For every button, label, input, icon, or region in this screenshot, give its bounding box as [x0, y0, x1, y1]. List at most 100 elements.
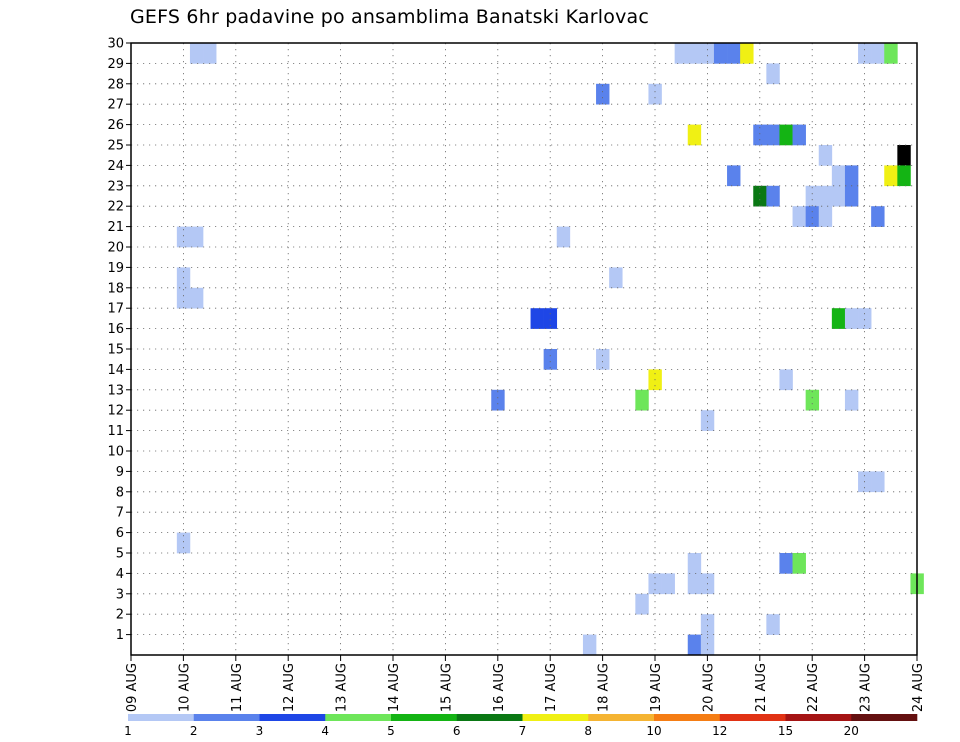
x-tick-label: 18 AUG — [597, 663, 612, 712]
heatmap-cell — [556, 226, 571, 248]
y-tick-label: 21 — [107, 220, 124, 235]
y-tick-label: 2 — [116, 608, 124, 623]
x-tick-label: 11 AUG — [230, 663, 245, 712]
heatmap-cell — [687, 124, 702, 146]
grid-layer — [131, 43, 917, 655]
heatmap-cell — [779, 369, 793, 391]
heatmap-cell — [700, 43, 715, 64]
legend-label: 2 — [190, 724, 198, 738]
legend-swatch — [588, 714, 655, 721]
legend-swatch — [719, 714, 786, 721]
heatmap-cell — [779, 553, 793, 574]
heatmap-cell — [871, 43, 885, 64]
x-tick-labels: 09 AUG 10 AUG 11 AUG 12 AUG 13 AUG 14 AUG 15 A… — [125, 655, 926, 712]
legend-swatch — [851, 714, 918, 721]
heatmap-cell — [884, 165, 898, 187]
heatmap-cell — [713, 43, 728, 64]
heatmap-cell — [897, 145, 911, 166]
heatmap-cell — [609, 267, 623, 289]
heatmap-cell — [635, 389, 649, 411]
legend-label: 8 — [584, 724, 592, 738]
y-tick-label: 27 — [107, 98, 124, 113]
y-tick-label: 13 — [107, 383, 124, 398]
y-tick-label: 9 — [116, 465, 124, 480]
x-tick-label: 21 AUG — [754, 663, 769, 712]
heatmap-cell — [766, 124, 780, 146]
y-tick-label: 11 — [107, 424, 124, 439]
heatmap-cell — [831, 165, 846, 187]
x-tick-label: 23 AUG — [859, 663, 874, 712]
y-tick-label: 5 — [116, 547, 124, 562]
heatmap-cell — [753, 124, 767, 146]
x-tick-label: 14 AUG — [387, 663, 402, 712]
heatmap-cell — [897, 165, 911, 187]
heatmap-cell — [203, 43, 217, 64]
heatmap-cell — [543, 308, 558, 329]
heatmap-cell — [818, 145, 833, 166]
x-tick-label: 17 AUG — [544, 663, 559, 712]
heatmap-cell — [844, 165, 859, 187]
heatmap-cell — [596, 83, 610, 105]
heatmap-cell — [530, 308, 544, 329]
legend-swatch — [325, 714, 392, 721]
heatmap-cell — [687, 634, 702, 656]
y-tick-label: 28 — [107, 77, 124, 92]
heatmap-cell — [189, 287, 204, 309]
y-tick-label: 19 — [107, 261, 124, 276]
y-tick-label: 3 — [116, 587, 124, 602]
y-tick-label: 24 — [107, 159, 124, 174]
heatmap-cell — [818, 185, 833, 207]
heatmap-cell — [674, 43, 689, 64]
heatmap-cell — [176, 532, 191, 554]
x-tick-label: 19 AUG — [649, 663, 664, 712]
legend-swatch — [193, 714, 260, 721]
x-tick-label: 09 AUG — [125, 663, 140, 712]
heatmap-cell — [766, 614, 780, 635]
heatmap-cell — [176, 287, 191, 309]
y-tick-label: 18 — [107, 281, 124, 296]
y-tick-label: 10 — [107, 445, 124, 460]
heatmap-cell — [858, 43, 872, 64]
legend-label: 20 — [844, 724, 859, 738]
y-tick-label: 15 — [107, 343, 124, 358]
x-tick-label: 13 AUG — [335, 663, 350, 712]
heatmap-cell — [844, 308, 859, 329]
legend-swatch — [522, 714, 589, 721]
y-tick-label: 26 — [107, 118, 124, 133]
heatmap-cell — [805, 206, 820, 227]
heatmap-cell — [884, 43, 898, 64]
legend-label: 4 — [321, 724, 329, 738]
heatmap-cell — [189, 43, 204, 64]
heatmap-cell — [596, 349, 610, 370]
heatmap-cell — [700, 634, 715, 656]
heatmap-cell — [543, 349, 558, 370]
y-tick-label: 4 — [116, 567, 124, 582]
y-tick-label: 22 — [107, 200, 124, 215]
y-tick-labels: 1234567891011121314151617181920212223242… — [107, 37, 131, 643]
heatmap-cell — [635, 593, 649, 615]
x-tick-label: 10 AUG — [177, 663, 192, 712]
heatmap-cell — [831, 308, 846, 329]
y-tick-label: 17 — [107, 302, 124, 317]
heatmap-cell — [753, 185, 767, 207]
legend-swatch — [259, 714, 326, 721]
legend-label: 7 — [519, 724, 527, 738]
y-tick-label: 7 — [116, 506, 124, 521]
heatmap-cell — [818, 206, 833, 227]
legend-label: 1 — [124, 724, 132, 738]
heatmap-cell — [491, 389, 505, 411]
heatmap-cell — [871, 471, 885, 493]
heatmap-cell — [740, 43, 754, 64]
y-tick-label: 29 — [107, 57, 124, 72]
heatmap-cell — [871, 206, 885, 227]
heatmap-cell — [687, 553, 702, 574]
y-tick-label: 6 — [116, 526, 124, 541]
legend-swatch — [785, 714, 852, 721]
y-tick-label: 23 — [107, 179, 124, 194]
heatmap-cell — [727, 165, 741, 187]
heatmap-cell — [189, 226, 204, 248]
legend-label: 12 — [712, 724, 727, 738]
legend-swatch — [456, 714, 523, 721]
heatmap-cell — [766, 63, 780, 85]
